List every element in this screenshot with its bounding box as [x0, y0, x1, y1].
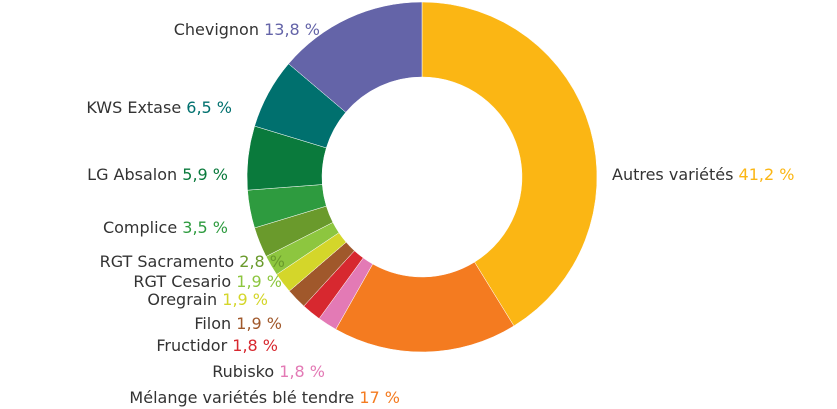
category-name: KWS Extase — [86, 98, 181, 117]
slice — [421, 1, 598, 327]
category-name: Mélange variétés blé tendre — [129, 388, 354, 407]
category-name: Autres variétés — [612, 165, 733, 184]
value-label: 5,9 % — [182, 165, 228, 184]
slice-label: Complice 3,5 % — [103, 218, 228, 237]
category-name: Fructidor — [156, 336, 227, 355]
slice-label: Autres variétés 41,2 % — [612, 165, 794, 184]
value-label: 41,2 % — [739, 165, 795, 184]
slice-label: Filon 1,9 % — [194, 314, 282, 333]
slice-label: Fructidor 1,8 % — [156, 336, 278, 355]
category-name: RGT Sacramento — [100, 252, 235, 271]
slice-label: RGT Sacramento 2,8 % — [100, 252, 285, 271]
slice-label: Rubisko 1,8 % — [212, 362, 325, 381]
slice-label: KWS Extase 6,5 % — [86, 98, 232, 117]
value-label: 2,8 % — [239, 252, 285, 271]
value-label: 17 % — [359, 388, 400, 407]
category-name: Filon — [194, 314, 231, 333]
category-name: Chevignon — [174, 20, 259, 39]
slice-label: LG Absalon 5,9 % — [87, 165, 228, 184]
category-name: Oregrain — [147, 290, 217, 309]
slice — [288, 1, 423, 113]
slice-label: RGT Cesario 1,9 % — [133, 272, 282, 291]
slice-label: Chevignon 13,8 % — [174, 20, 320, 39]
value-label: 1,8 % — [279, 362, 325, 381]
slice-label: Oregrain 1,9 % — [147, 290, 268, 309]
value-label: 1,9 % — [236, 272, 282, 291]
value-label: 3,5 % — [182, 218, 228, 237]
value-label: 1,9 % — [222, 290, 268, 309]
category-name: RGT Cesario — [133, 272, 231, 291]
value-label: 1,9 % — [236, 314, 282, 333]
value-label: 13,8 % — [264, 20, 320, 39]
value-label: 6,5 % — [186, 98, 232, 117]
value-label: 1,8 % — [232, 336, 278, 355]
category-name: LG Absalon — [87, 165, 177, 184]
category-name: Rubisko — [212, 362, 274, 381]
slice-label: Mélange variétés blé tendre 17 % — [129, 388, 400, 407]
category-name: Complice — [103, 218, 177, 237]
